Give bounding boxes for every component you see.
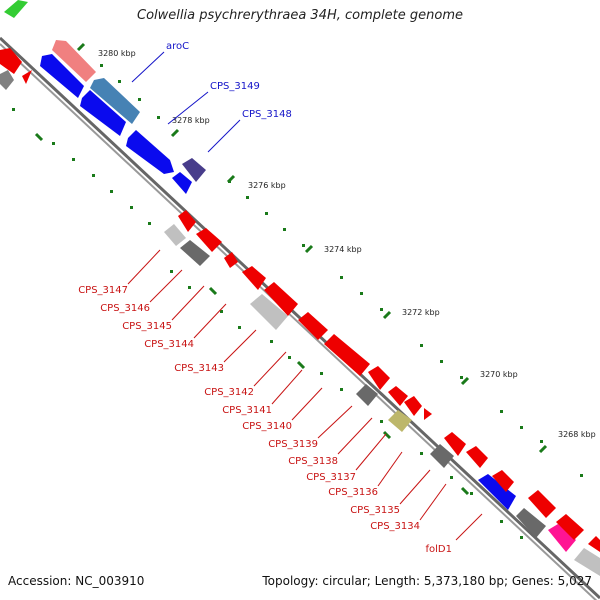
tick-label-3270: 3270 kbp: [480, 370, 518, 379]
gene-forward-1[interactable]: [40, 54, 84, 98]
gene-forward-2[interactable]: [80, 90, 126, 136]
gene-reverse-r1[interactable]: [466, 446, 488, 468]
label-cps3141[interactable]: CPS_3141: [222, 405, 272, 416]
gene-cps3147[interactable]: [178, 210, 196, 232]
gene-cps3144[interactable]: [242, 266, 266, 290]
label-aroc[interactable]: aroC: [166, 41, 189, 52]
gene-reverse-r6[interactable]: [574, 548, 600, 576]
accession-text: Accession: NC_003910: [8, 574, 145, 588]
gene-arob[interactable]: [52, 40, 96, 82]
tick-label-3278: 3278 kbp: [172, 116, 210, 125]
gene-cps3140[interactable]: [368, 366, 390, 390]
gene-reverse-r4[interactable]: [516, 508, 546, 538]
gene-cps3136-arrow[interactable]: [424, 408, 432, 420]
gene-folD1[interactable]: [478, 474, 516, 510]
reverse-genes: [0, 48, 600, 576]
tick-label-3276: 3276 kbp: [248, 181, 286, 190]
label-cps3149[interactable]: CPS_3149: [210, 81, 260, 92]
gene-cps3145b[interactable]: [224, 252, 238, 268]
label-fold1[interactable]: folD1: [426, 544, 452, 555]
tick-label-3274: 3274 kbp: [324, 245, 362, 254]
gene-cps3145[interactable]: [180, 240, 210, 266]
gene-aroc[interactable]: [90, 78, 140, 124]
gene-magenta[interactable]: [548, 524, 576, 552]
label-cps3145[interactable]: CPS_3145: [122, 321, 172, 332]
label-cps3138[interactable]: CPS_3138: [288, 456, 338, 467]
gene-cps3138[interactable]: [388, 386, 408, 406]
label-cps3134[interactable]: CPS_3134: [370, 521, 420, 532]
gene-cps3139[interactable]: [356, 384, 378, 406]
genome-backbone-inner: [0, 43, 598, 600]
reverse-leaders: [127, 249, 483, 541]
tick-label-3280: 3280 kbp: [98, 49, 136, 58]
gene-reverse-left-2[interactable]: [0, 70, 14, 90]
label-cps3142[interactable]: CPS_3142: [204, 387, 254, 398]
tick-label-3272: 3272 kbp: [402, 308, 440, 317]
gene-reverse-left-arrow[interactable]: [22, 70, 32, 84]
map-title: Colwellia psychrerythraea 34H, complete …: [137, 8, 463, 23]
gene-reverse-r7[interactable]: [588, 536, 600, 552]
label-cps3147[interactable]: CPS_3147: [78, 285, 128, 296]
label-cps3137[interactable]: CPS_3137: [306, 472, 356, 483]
gene-cps3135[interactable]: [444, 432, 466, 456]
label-cps3144[interactable]: CPS_3144: [144, 339, 194, 350]
gene-reverse-r3[interactable]: [528, 490, 556, 518]
tick-label-3268: 3268 kbp: [558, 430, 596, 439]
kbp-ticks: [34, 42, 548, 496]
label-cps3140[interactable]: CPS_3140: [242, 421, 292, 432]
gene-reverse-r2[interactable]: [492, 470, 514, 492]
gene-cps3136[interactable]: [404, 396, 422, 416]
gene-reverse-left-1[interactable]: [0, 48, 22, 74]
label-cps3135[interactable]: CPS_3135: [350, 505, 400, 516]
gene-cps3149[interactable]: [126, 130, 174, 174]
gene-reverse-r5[interactable]: [556, 514, 584, 540]
gene-cps3147b[interactable]: [164, 224, 186, 246]
gene-cps3142[interactable]: [298, 312, 328, 340]
genome-summary-text: Topology: circular; Length: 5,373,180 bp…: [262, 574, 592, 588]
label-cps3139[interactable]: CPS_3139: [268, 439, 318, 450]
gene-cps3143b[interactable]: [264, 282, 298, 316]
gene-cps3141[interactable]: [324, 334, 370, 376]
gene-cps3137[interactable]: [388, 410, 412, 432]
gene-forward-3[interactable]: [172, 172, 192, 194]
forward-leaders: [131, 51, 241, 153]
label-cps3148[interactable]: CPS_3148: [242, 109, 292, 120]
genome-backbone: [0, 36, 600, 600]
gene-cps3143[interactable]: [250, 294, 288, 330]
gene-cps3134[interactable]: [430, 444, 454, 468]
gene-cps3148[interactable]: [182, 158, 206, 182]
label-cps3146[interactable]: CPS_3146: [100, 303, 150, 314]
label-cps3143[interactable]: CPS_3143: [174, 363, 224, 374]
label-cps3136[interactable]: CPS_3136: [328, 487, 378, 498]
gene-forward-topleft[interactable]: [4, 0, 28, 18]
forward-genes: [4, 0, 576, 552]
gene-cps3146[interactable]: [196, 228, 222, 252]
scale-dots-inner: [12, 108, 523, 539]
